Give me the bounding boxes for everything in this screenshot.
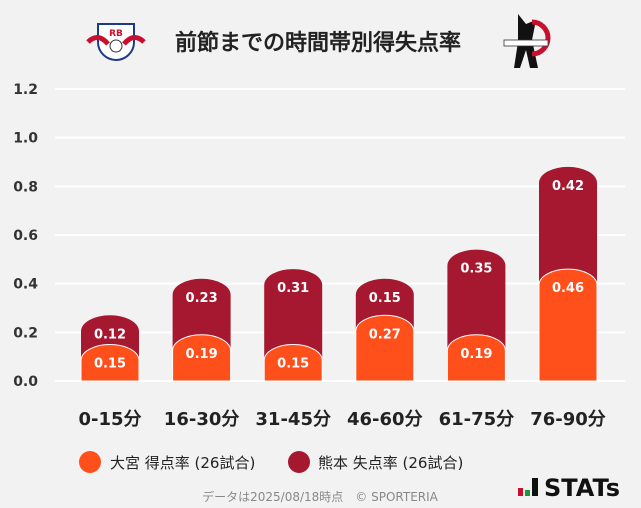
x-tick-label: 46-60分 — [347, 409, 423, 430]
data-label-kumamoto: 0.35 — [460, 262, 492, 277]
chart-title: 前節までの時間帯別得失点率 — [175, 30, 461, 56]
data-label-kumamoto: 0.12 — [94, 327, 126, 342]
bar-group: 0.35 0.19 — [446, 249, 506, 382]
x-tick-label: 0-15分 — [78, 409, 141, 430]
data-label-omiya: 0.19 — [460, 347, 492, 362]
legend-swatch-omiya — [79, 451, 101, 473]
kumamoto-logo — [503, 14, 551, 68]
omiya-logo: RB — [86, 23, 146, 61]
bar-omiya-scored — [80, 344, 140, 382]
y-tick-label: 0.0 — [13, 374, 38, 390]
data-label-omiya: 0.15 — [277, 357, 309, 372]
y-tick-label: 0.6 — [13, 228, 38, 244]
data-label-omiya: 0.27 — [369, 327, 401, 342]
legend-swatch-kumamoto — [288, 451, 310, 473]
legend-label-omiya: 大宮 得点率 (26試合) — [110, 454, 255, 472]
stats-logo-bar-green — [525, 490, 530, 496]
legend: 大宮 得点率 (26試合) 熊本 失点率 (26試合) — [79, 451, 463, 473]
bar-group: 0.23 0.19 — [172, 278, 232, 382]
x-tick-label: 16-30分 — [164, 409, 240, 430]
legend-item-omiya: 大宮 得点率 (26試合) — [79, 451, 255, 473]
bar-group: 0.12 0.15 — [80, 315, 140, 382]
y-tick-label: 0.2 — [13, 325, 38, 341]
bar-omiya-scored — [172, 334, 232, 382]
x-tick-label: 76-90分 — [530, 409, 606, 430]
y-axis: 0.0 0.2 0.4 0.6 0.8 1.0 1.2 — [13, 82, 38, 390]
x-tick-label: 31-45分 — [255, 409, 331, 430]
data-label-kumamoto: 0.23 — [186, 291, 218, 306]
x-axis: 0-15分 16-30分 31-45分 46-60分 61-75分 76-90分 — [78, 409, 605, 430]
header: RB 前節までの時間帯別得失点率 — [86, 14, 551, 68]
y-tick-label: 0.4 — [13, 277, 38, 293]
grid — [55, 88, 625, 382]
bar-omiya-scored — [355, 314, 415, 382]
legend-item-kumamoto: 熊本 失点率 (26試合) — [288, 451, 463, 473]
legend-label-kumamoto: 熊本 失点率 (26試合) — [318, 454, 463, 472]
stats-logo-bar-red — [518, 488, 523, 496]
y-tick-label: 0.8 — [13, 179, 38, 195]
bar-omiya-scored — [263, 344, 323, 382]
bar-omiya-scored — [446, 334, 506, 382]
bar-omiya-scored — [538, 268, 598, 382]
data-label-kumamoto: 0.42 — [552, 179, 584, 194]
data-label-kumamoto: 0.15 — [369, 291, 401, 306]
x-tick-label: 61-75分 — [439, 409, 515, 430]
bar-group: 0.15 0.27 — [355, 278, 415, 382]
footer-note: データは2025/08/18時点 © SPORTERIA — [202, 489, 439, 504]
stats-logo-bar-black — [532, 478, 538, 496]
stats-logo: STATs — [518, 474, 620, 502]
y-tick-label: 1.2 — [13, 82, 38, 98]
data-label-omiya: 0.15 — [94, 357, 126, 372]
bar-group: 0.42 0.46 — [538, 166, 598, 382]
bars: 0.12 0.15 0.23 0.19 0.31 0.15 0.15 0.27 0.35 0.19… — [80, 166, 598, 382]
data-label-omiya: 0.46 — [552, 281, 584, 296]
data-label-omiya: 0.19 — [186, 347, 218, 362]
svg-text:RB: RB — [109, 29, 123, 39]
stats-brand: STATs — [544, 474, 620, 502]
y-tick-label: 1.0 — [13, 131, 38, 147]
bar-group: 0.31 0.15 — [263, 269, 323, 382]
data-label-kumamoto: 0.31 — [277, 281, 309, 296]
